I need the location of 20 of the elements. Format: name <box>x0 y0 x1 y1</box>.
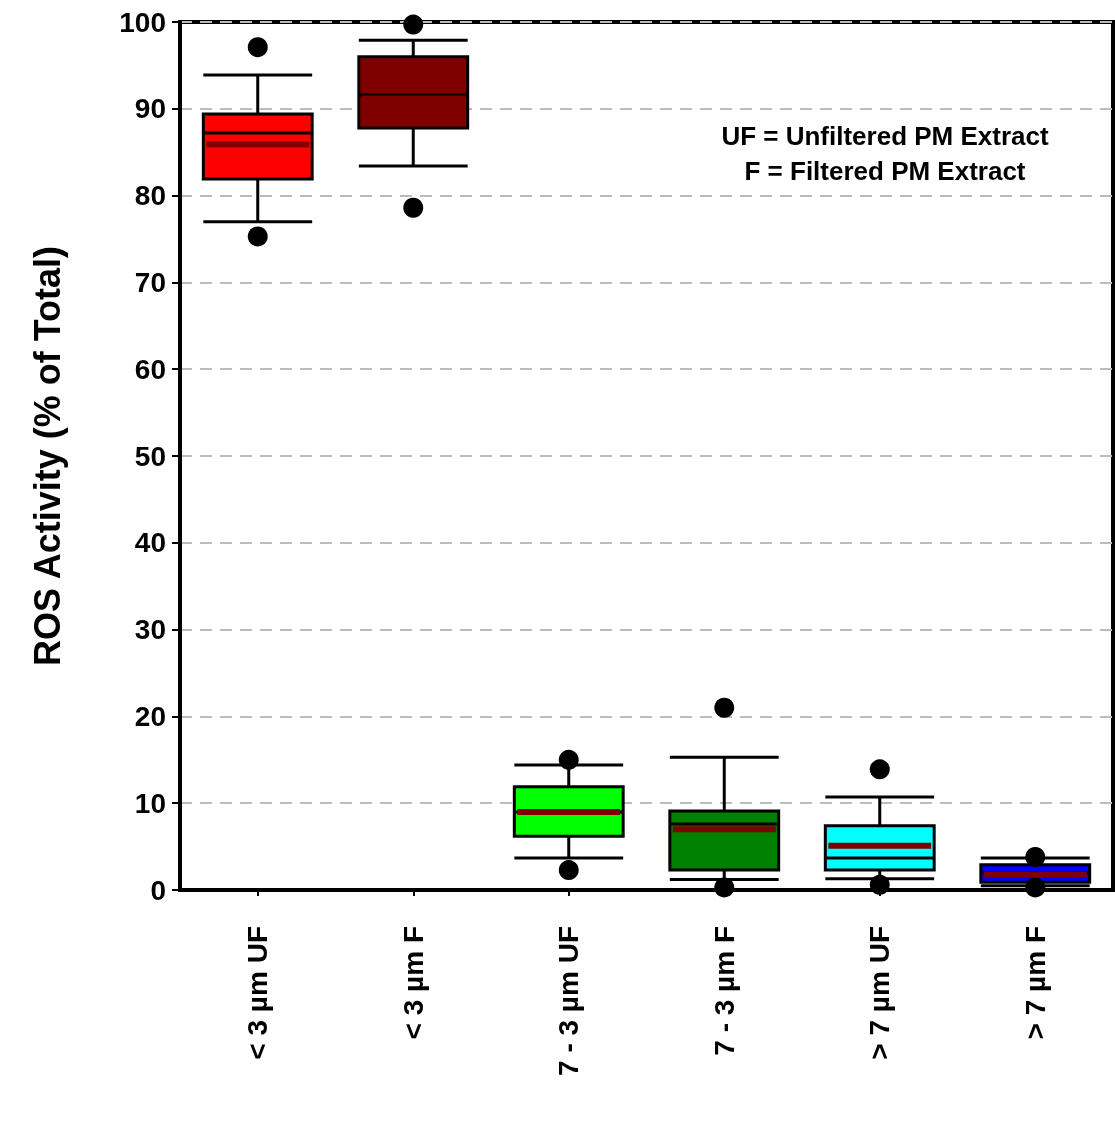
x-tick-label: 7 - 3 µm F <box>708 926 740 1056</box>
annotation: UF = Unfiltered PM Extract <box>721 121 1049 151</box>
y-tick-label: 10 <box>134 787 166 819</box>
y-tick-label: 70 <box>134 266 166 298</box>
y-tick-label: 90 <box>134 93 166 125</box>
y-tick-label: 60 <box>134 353 166 385</box>
y-tick-label: 0 <box>150 874 166 906</box>
x-tick-label: < 3 µm F <box>397 926 429 1040</box>
y-tick-label: 40 <box>134 527 166 559</box>
y-tick-label: 80 <box>134 180 166 212</box>
x-tick-label: > 7 µm UF <box>864 926 896 1060</box>
x-tick-label: > 7 µm F <box>1019 926 1051 1040</box>
y-tick-label: 20 <box>134 700 166 732</box>
y-tick-label: 100 <box>119 6 166 38</box>
y-tick-label: 50 <box>134 440 166 472</box>
y-axis-title: ROS Activity (% of Total) <box>26 245 68 667</box>
x-tick-label: 7 - 3 µm UF <box>553 926 585 1076</box>
annotation: F = Filtered PM Extract <box>744 156 1026 186</box>
y-tick-label: 30 <box>134 614 166 646</box>
x-tick-label: < 3 µm UF <box>242 926 274 1060</box>
